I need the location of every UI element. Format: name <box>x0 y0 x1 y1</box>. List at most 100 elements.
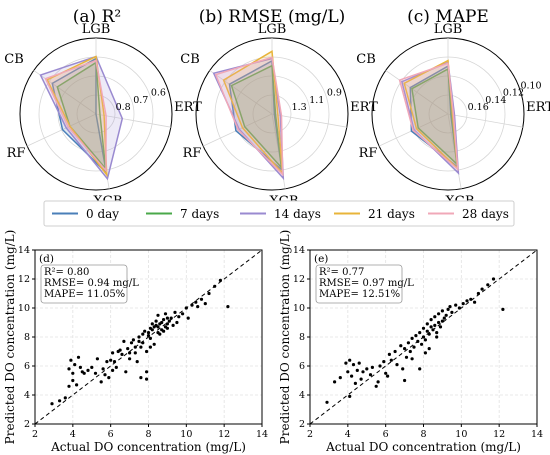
stats-line: R²= 0.77 <box>319 267 364 278</box>
radar-ring-label: 0.6 <box>151 88 166 99</box>
scatter-point <box>446 307 450 311</box>
scatter-point <box>444 313 448 317</box>
x-tick-label: 2 <box>32 429 38 440</box>
radar-spoke <box>447 113 462 189</box>
radar-series-21-days <box>222 50 284 176</box>
scatter-point <box>401 367 405 371</box>
scatter-point <box>384 371 388 375</box>
scatter-point <box>325 400 329 404</box>
scatter-point <box>158 332 162 336</box>
radar-ring-label: 0.12 <box>503 88 524 99</box>
scatter-point <box>410 357 414 361</box>
y-tick-label: 10 <box>293 303 305 314</box>
scatter-point <box>355 368 359 372</box>
radar-ring-label: 0.8 <box>116 102 131 113</box>
radar-chart-2: 0.91.11.3LGBERTXGBRFCB <box>180 22 378 209</box>
scatter-point <box>226 305 230 309</box>
scatter-point <box>73 363 77 367</box>
x-tick-label: 10 <box>455 429 467 440</box>
scatter-point <box>448 305 452 309</box>
x-tick-label: 10 <box>180 429 192 440</box>
scatter-point <box>486 283 490 287</box>
radar-axis-label-ert: ERT <box>174 100 202 115</box>
scatter-point <box>114 365 118 369</box>
scatter-point <box>429 318 433 322</box>
radar-spoke <box>271 113 347 128</box>
scatter-point <box>423 351 427 355</box>
scatter-point <box>425 329 429 333</box>
scatter-point <box>420 342 424 346</box>
scatter-point <box>71 378 75 383</box>
x-tick-label: 14 <box>531 429 543 440</box>
x-tick-label: 8 <box>145 429 151 440</box>
scatter-point <box>69 358 73 362</box>
scatter-point <box>90 365 94 369</box>
scatter-point <box>437 312 441 316</box>
radar-ring-label: 0.16 <box>468 102 489 113</box>
scatter-point <box>491 277 496 281</box>
scatter-point <box>438 325 443 329</box>
scatter-point <box>156 325 160 329</box>
scatter-point <box>425 322 429 326</box>
scatter-point <box>141 332 145 336</box>
y-tick-label: 10 <box>18 303 30 314</box>
scatter-point <box>109 358 113 362</box>
radar-ring-label: 1.3 <box>292 102 307 113</box>
scatter-point <box>473 300 477 304</box>
stats-line: RMSE= 0.94 mg/L <box>44 278 139 289</box>
scatter-point <box>194 300 198 304</box>
scatter-point <box>404 355 409 359</box>
scatter-point <box>152 342 156 346</box>
radar-chart-1: 0.60.70.8LGBERTXGBRFCB <box>4 22 202 209</box>
radar-title-r2: (a) R² <box>73 7 121 27</box>
scatter-point <box>476 291 480 296</box>
radar-axis-label-lgb: LGB <box>258 22 287 37</box>
x-tick-label: 6 <box>108 429 114 440</box>
scatter-point <box>207 291 211 296</box>
scatter-point <box>150 328 154 332</box>
scatter-point <box>82 371 86 375</box>
scatter-point <box>126 347 130 351</box>
radar-title-mape: (c) MAPE <box>407 7 489 27</box>
scatter-point <box>124 370 128 374</box>
radar-axis-label-rf: RF <box>7 146 26 161</box>
radar-axis-label-cb: CB <box>180 52 200 67</box>
y-tick-label: 14 <box>293 245 305 256</box>
scatter-point <box>461 302 465 306</box>
scatter-point <box>58 399 62 403</box>
scatter-point <box>101 367 105 371</box>
scatter-point <box>338 376 342 380</box>
scatter-point <box>437 320 441 325</box>
scatter-point <box>433 315 437 319</box>
scatter-point <box>67 384 71 388</box>
scatter-point <box>218 278 222 282</box>
panel-label: (e) <box>314 253 328 265</box>
scatter-point <box>146 334 151 338</box>
legend: 0 day 7 days 14 days 21 days 28 days <box>43 200 515 227</box>
scatter-point <box>203 302 207 306</box>
radar-series-7-days <box>230 64 283 170</box>
scatter-point <box>186 316 190 320</box>
scatter-point <box>421 335 426 339</box>
scatter-point <box>131 338 135 342</box>
scatter-point <box>406 341 410 345</box>
scatter-point <box>357 361 361 365</box>
scatter-point <box>137 339 141 343</box>
radar-axis-label-lgb: LGB <box>434 22 463 37</box>
scatter-point <box>118 348 122 352</box>
scatter-point <box>120 352 124 356</box>
scatter-point <box>165 326 169 330</box>
x-tick-label: 12 <box>218 429 230 440</box>
radar-series-7-days <box>411 67 458 166</box>
scatter-point <box>387 352 391 356</box>
radar-spoke <box>209 70 273 115</box>
y-axis-label: Predicted DO concentration (mg/L) <box>278 230 292 445</box>
scatter-point <box>408 349 412 354</box>
legend-label: 14 days <box>274 207 321 221</box>
scatter-point <box>395 363 399 367</box>
scatter-point <box>382 360 386 364</box>
scatter-point <box>76 355 81 359</box>
scatter-point <box>173 310 177 314</box>
